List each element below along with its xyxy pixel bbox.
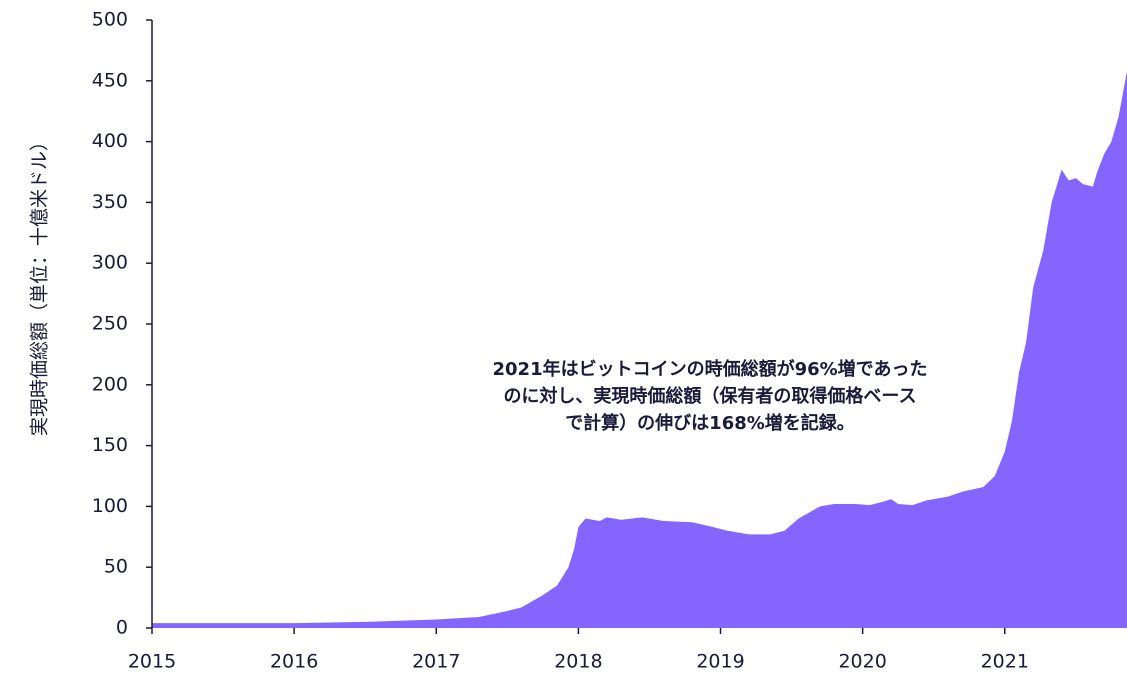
annotation: 2021年はビットコインの時価総額が96%増であった	[493, 358, 928, 380]
y-tick-label: 100	[92, 495, 128, 517]
area	[152, 71, 1127, 628]
x-tick-label: 2021	[981, 651, 1029, 673]
x-tick-label: 2015	[128, 651, 176, 673]
y-tick-label: 450	[92, 69, 128, 91]
y-tick-label: 150	[92, 434, 128, 456]
y-tick-label: 200	[92, 373, 128, 395]
y-tick-label: 0	[116, 617, 128, 639]
y-axis-label: 実現時価総額（単位：十億米ドル）	[29, 132, 51, 436]
x-tick-label: 2020	[838, 651, 886, 673]
annotation: で計算）の伸びは168%増を記録。	[565, 412, 855, 434]
y-tick-label: 300	[92, 252, 128, 274]
x-tick-label: 2017	[412, 651, 460, 673]
x-tick-label: 2016	[270, 651, 318, 673]
y-tick-label: 500	[92, 9, 128, 31]
x-tick-label: 2019	[696, 651, 744, 673]
y-tick-label: 50	[104, 556, 128, 578]
y-tick-label: 350	[92, 191, 128, 213]
y-tick-label: 250	[92, 313, 128, 335]
annotation: のに対し、実現時価総額（保有者の取得価格ベース	[503, 385, 916, 407]
y-tick-label: 400	[92, 130, 128, 152]
x-tick-label: 2018	[554, 651, 602, 673]
